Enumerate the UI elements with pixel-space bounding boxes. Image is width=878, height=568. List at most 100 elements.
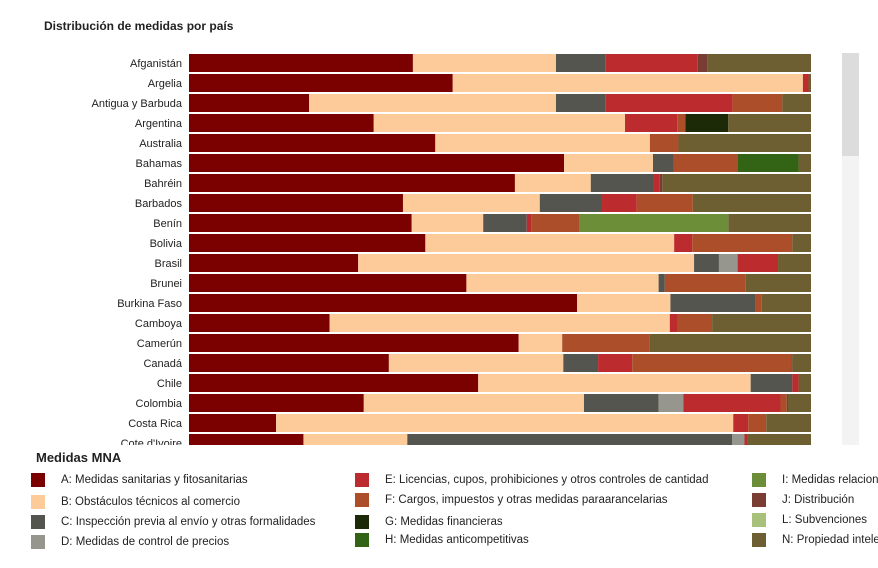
bar-segment[interactable] [798,154,811,172]
bar-segment[interactable] [189,274,467,292]
bar-segment[interactable] [402,194,540,212]
bar-segment[interactable] [798,374,811,392]
bar-segment[interactable] [737,154,799,172]
bar-segment[interactable] [526,214,532,232]
bar-segment[interactable] [782,94,811,112]
bar-segment[interactable] [632,354,792,372]
bar-segment[interactable] [555,94,606,112]
bar-segment[interactable] [658,274,665,292]
bar-segment[interactable] [685,114,729,132]
bar-segment[interactable] [732,434,745,445]
bar-segment[interactable] [189,314,330,332]
bar-segment[interactable] [649,334,811,352]
bar-segment[interactable] [276,414,734,432]
bar-segment[interactable] [748,414,767,432]
bar-segment[interactable] [189,154,565,172]
bar-segment[interactable] [189,234,426,252]
bar-segment[interactable] [578,214,729,232]
bar-segment[interactable] [670,294,756,312]
bar-segment[interactable] [791,354,793,372]
bar-segment[interactable] [518,334,563,352]
bar-segment[interactable] [605,94,733,112]
bar-segment[interactable] [761,294,811,312]
bar-segment[interactable] [636,194,693,212]
bar-segment[interactable] [744,434,748,445]
bar-segment[interactable] [562,334,650,352]
bar-segment[interactable] [802,74,809,92]
bar-segment[interactable] [778,254,811,272]
bar-segment[interactable] [590,174,654,192]
bar-segment[interactable] [598,354,633,372]
bar-segment[interactable] [605,54,698,72]
bar-segment[interactable] [707,54,811,72]
bar-segment[interactable] [750,374,793,392]
bar-segment[interactable] [677,314,713,332]
bar-segment[interactable] [653,174,660,192]
bar-segment[interactable] [189,214,412,232]
bar-segment[interactable] [555,54,606,72]
bar-segment[interactable] [786,394,788,412]
bar-segment[interactable] [792,354,811,372]
bar-segment[interactable] [755,294,762,312]
bar-segment[interactable] [189,354,389,372]
bar-segment[interactable] [452,74,803,92]
bar-segment[interactable] [189,254,359,272]
bar-segment[interactable] [189,174,515,192]
bar-segment[interactable] [373,114,626,132]
bar-segment[interactable] [792,234,811,252]
bar-segment[interactable] [583,394,659,412]
bar-segment[interactable] [303,434,408,445]
bar-segment[interactable] [658,394,684,412]
bar-segment[interactable] [189,54,413,72]
bar-segment[interactable] [189,434,304,445]
bar-segment[interactable] [189,294,578,312]
bar-segment[interactable] [388,354,564,372]
bar-segment[interactable] [539,194,603,212]
bar-segment[interactable] [649,134,679,152]
bar-segment[interactable] [189,74,453,92]
bar-segment[interactable] [514,174,591,192]
bar-segment[interactable] [678,134,811,152]
bar-segment[interactable] [435,134,650,152]
bar-segment[interactable] [728,214,811,232]
bar-segment[interactable] [669,314,678,332]
bar-segment[interactable] [407,434,732,445]
bar-segment[interactable] [411,214,484,232]
bar-segment[interactable] [732,94,783,112]
bar-segment[interactable] [329,314,670,332]
bar-segment[interactable] [358,254,695,272]
bar-segment[interactable] [478,374,751,392]
bar-segment[interactable] [728,114,811,132]
bar-segment[interactable] [653,154,674,172]
bar-segment[interactable] [674,234,693,252]
bar-segment[interactable] [664,274,746,292]
bar-segment[interactable] [577,294,671,312]
bar-segment[interactable] [683,394,781,412]
bar-segment[interactable] [189,134,436,152]
bar-segment[interactable] [766,414,811,432]
bar-segment[interactable] [718,254,738,272]
bar-segment[interactable] [792,374,799,392]
bar-segment[interactable] [563,354,599,372]
bar-segment[interactable] [425,234,675,252]
bar-segment[interactable] [189,334,519,352]
bar-segment[interactable] [466,274,659,292]
bar-segment[interactable] [694,254,719,272]
bar-segment[interactable] [733,414,749,432]
bar-segment[interactable] [189,394,364,412]
bar-segment[interactable] [625,114,678,132]
bar-segment[interactable] [692,194,811,212]
bar-segment[interactable] [780,394,787,412]
bar-segment[interactable] [189,374,479,392]
bar-segment[interactable] [189,114,374,132]
bar-segment[interactable] [712,314,811,332]
bar-segment[interactable] [602,194,637,212]
bar-segment[interactable] [692,234,793,252]
bar-segment[interactable] [483,214,527,232]
bar-segment[interactable] [309,94,556,112]
bar-segment[interactable] [363,394,584,412]
bar-segment[interactable] [662,174,811,192]
bar-segment[interactable] [564,154,654,172]
bar-segment[interactable] [737,254,779,272]
bar-segment[interactable] [531,214,579,232]
